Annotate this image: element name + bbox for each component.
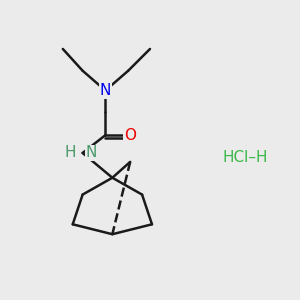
Text: N: N (100, 83, 111, 98)
Text: HCl–H: HCl–H (222, 150, 268, 165)
Text: N: N (85, 146, 97, 160)
Text: H: H (64, 146, 76, 160)
Text: O: O (124, 128, 136, 142)
